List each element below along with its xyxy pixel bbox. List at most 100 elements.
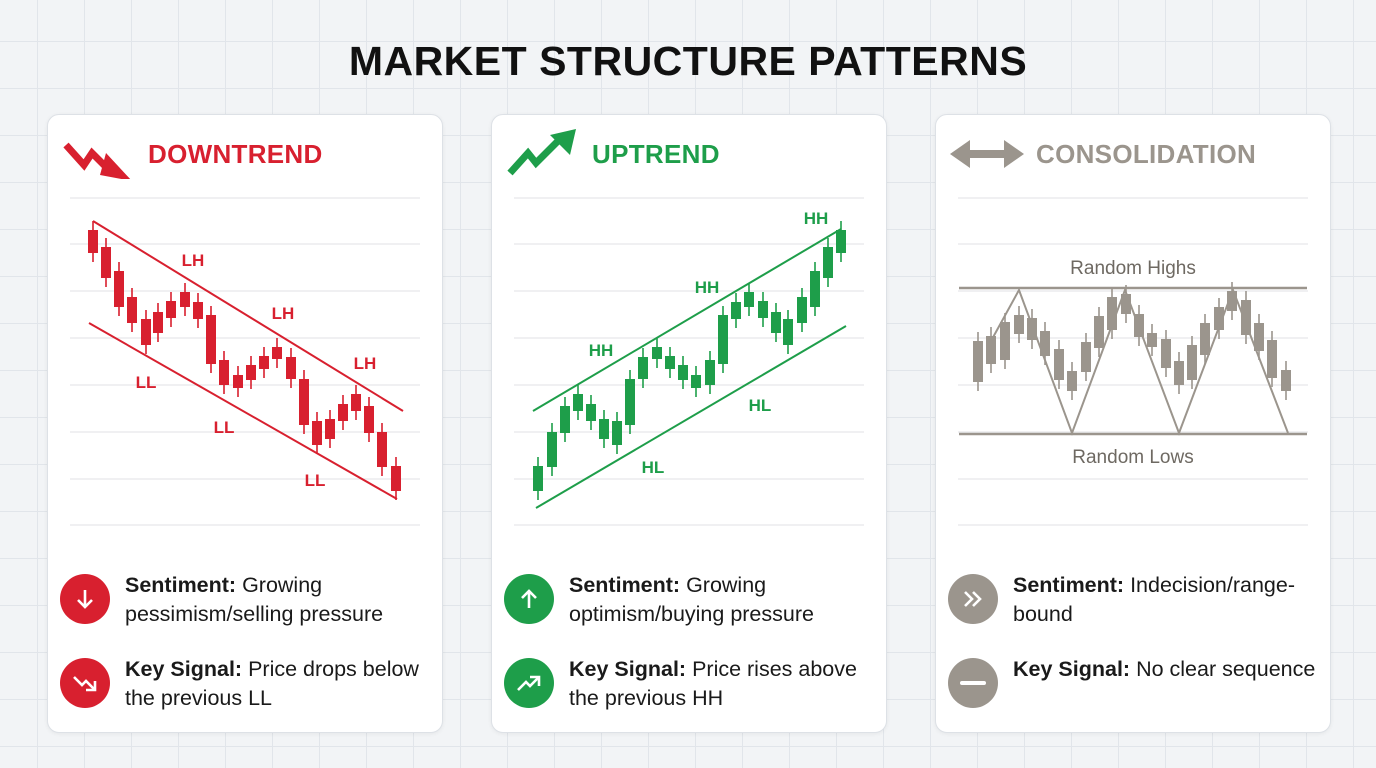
trend-down-icon (60, 658, 110, 708)
item-label: Sentiment: (569, 573, 681, 597)
candle-body (1040, 331, 1050, 356)
card-heading: UPTREND (592, 138, 720, 169)
sentiment-item: Sentiment: Growing pessimism/selling pre… (60, 571, 445, 629)
candle-body (246, 365, 256, 380)
candle-body (219, 360, 229, 385)
arrow-up-icon (504, 574, 554, 624)
candle-body (1187, 345, 1197, 380)
candle-body (665, 356, 675, 369)
candle-body (391, 466, 401, 491)
chart-label: LL (305, 471, 326, 490)
zigzag-up-arrow-icon (507, 129, 576, 176)
candle-body (1134, 314, 1144, 337)
chart-label: LL (136, 373, 157, 392)
item-text: Price drops below the previous LL (125, 657, 419, 710)
candle-body (1094, 316, 1104, 348)
candle-body (783, 319, 793, 345)
sentiment-item: Sentiment: Indecision/range-bound (948, 571, 1333, 629)
zigzag-down-arrow-icon (63, 142, 131, 179)
item-text: No clear sequence (1130, 657, 1316, 681)
candle-body (233, 375, 243, 388)
page-title: MARKET STRUCTURE PATTERNS (348, 38, 1028, 84)
candle-body (1147, 333, 1157, 347)
consolidation-chart: Random Highs Random Lows (958, 197, 1308, 526)
item-label: Sentiment: (125, 573, 237, 597)
item-label: Key Signal: (569, 657, 687, 681)
candle-body (325, 419, 335, 439)
candle-body (206, 315, 216, 364)
candle-body (88, 230, 98, 253)
uptrend-card: HH HH HH HL HL UPTREND Sentiment: Growing op… (491, 114, 887, 733)
candle-body (638, 357, 648, 379)
chart-label: HL (749, 396, 772, 415)
candle-body (1281, 370, 1291, 391)
item-text: Indecision/range-bound (1013, 573, 1296, 626)
item-text: Growing pessimism/selling pressure (125, 573, 384, 626)
item-label: Sentiment: (1013, 573, 1125, 597)
card-heading: CONSOLIDATION (1036, 138, 1257, 169)
double-arrow-horizontal-icon (950, 140, 1024, 168)
resistance-line (92, 220, 404, 412)
candle-body (1200, 323, 1210, 355)
candle-body (1214, 307, 1224, 330)
key-signal-item: Key Signal: Price drops below the previo… (60, 655, 445, 713)
candle-body (625, 379, 635, 425)
chart-label: LH (354, 354, 377, 373)
candle-body (560, 406, 570, 433)
trend-up-icon (504, 658, 554, 708)
candle-body (758, 301, 768, 318)
candle-body (1227, 291, 1237, 311)
uptrend-chart: HH HH HH HL HL (514, 197, 864, 526)
candle-body (312, 421, 322, 445)
key-signal-item: Key Signal: Price rises above the previo… (504, 655, 889, 713)
candle-body (364, 406, 374, 433)
candle-body (180, 292, 190, 307)
chart-label: HH (804, 209, 829, 228)
candle-body (1254, 323, 1264, 351)
chart-label: HL (642, 458, 665, 477)
candle-body (1067, 371, 1077, 391)
sentiment-item: Sentiment: Growing optimism/buying press… (504, 571, 889, 629)
item-text: Growing optimism/buying pressure (569, 573, 814, 626)
candle-body (691, 375, 701, 388)
candle-body (272, 347, 282, 359)
candle-body (1000, 322, 1010, 360)
candle-body (1121, 294, 1131, 314)
candle-body (127, 297, 137, 323)
chart-label: HH (589, 341, 614, 360)
candle-body (810, 271, 820, 307)
chart-label: LH (182, 251, 205, 270)
candle-body (573, 394, 583, 411)
chart-label: Random Highs (1070, 258, 1196, 279)
candle-body (1267, 340, 1277, 378)
chart-label: LL (214, 418, 235, 437)
candle-body (1014, 315, 1024, 334)
candle-body (1054, 349, 1064, 380)
candle-body (973, 341, 983, 382)
candle-body (259, 356, 269, 369)
candle-body (351, 394, 361, 411)
candle-body (718, 315, 728, 364)
candle-body (1161, 339, 1171, 368)
candle-body (1107, 297, 1117, 330)
candle-body (114, 271, 124, 307)
chart-label: Random Lows (1072, 447, 1193, 468)
key-signal-item: Key Signal: No clear sequence (948, 655, 1333, 708)
arrow-down-icon (60, 574, 110, 624)
candle-body (166, 301, 176, 318)
candle-body (377, 432, 387, 467)
candle-body (986, 336, 996, 364)
double-chevron-right-icon (948, 574, 998, 624)
candle-body (533, 466, 543, 491)
candle-body (1241, 300, 1251, 335)
candle-body (101, 247, 111, 278)
candle-body (705, 360, 715, 385)
zigzag-path (990, 287, 1289, 436)
candle-body (586, 404, 596, 421)
candle-body (547, 432, 557, 467)
candle-body (744, 292, 754, 307)
candle-body (1027, 318, 1037, 340)
candle-body (599, 419, 609, 439)
item-label: Key Signal: (125, 657, 243, 681)
candle-body (1174, 361, 1184, 385)
